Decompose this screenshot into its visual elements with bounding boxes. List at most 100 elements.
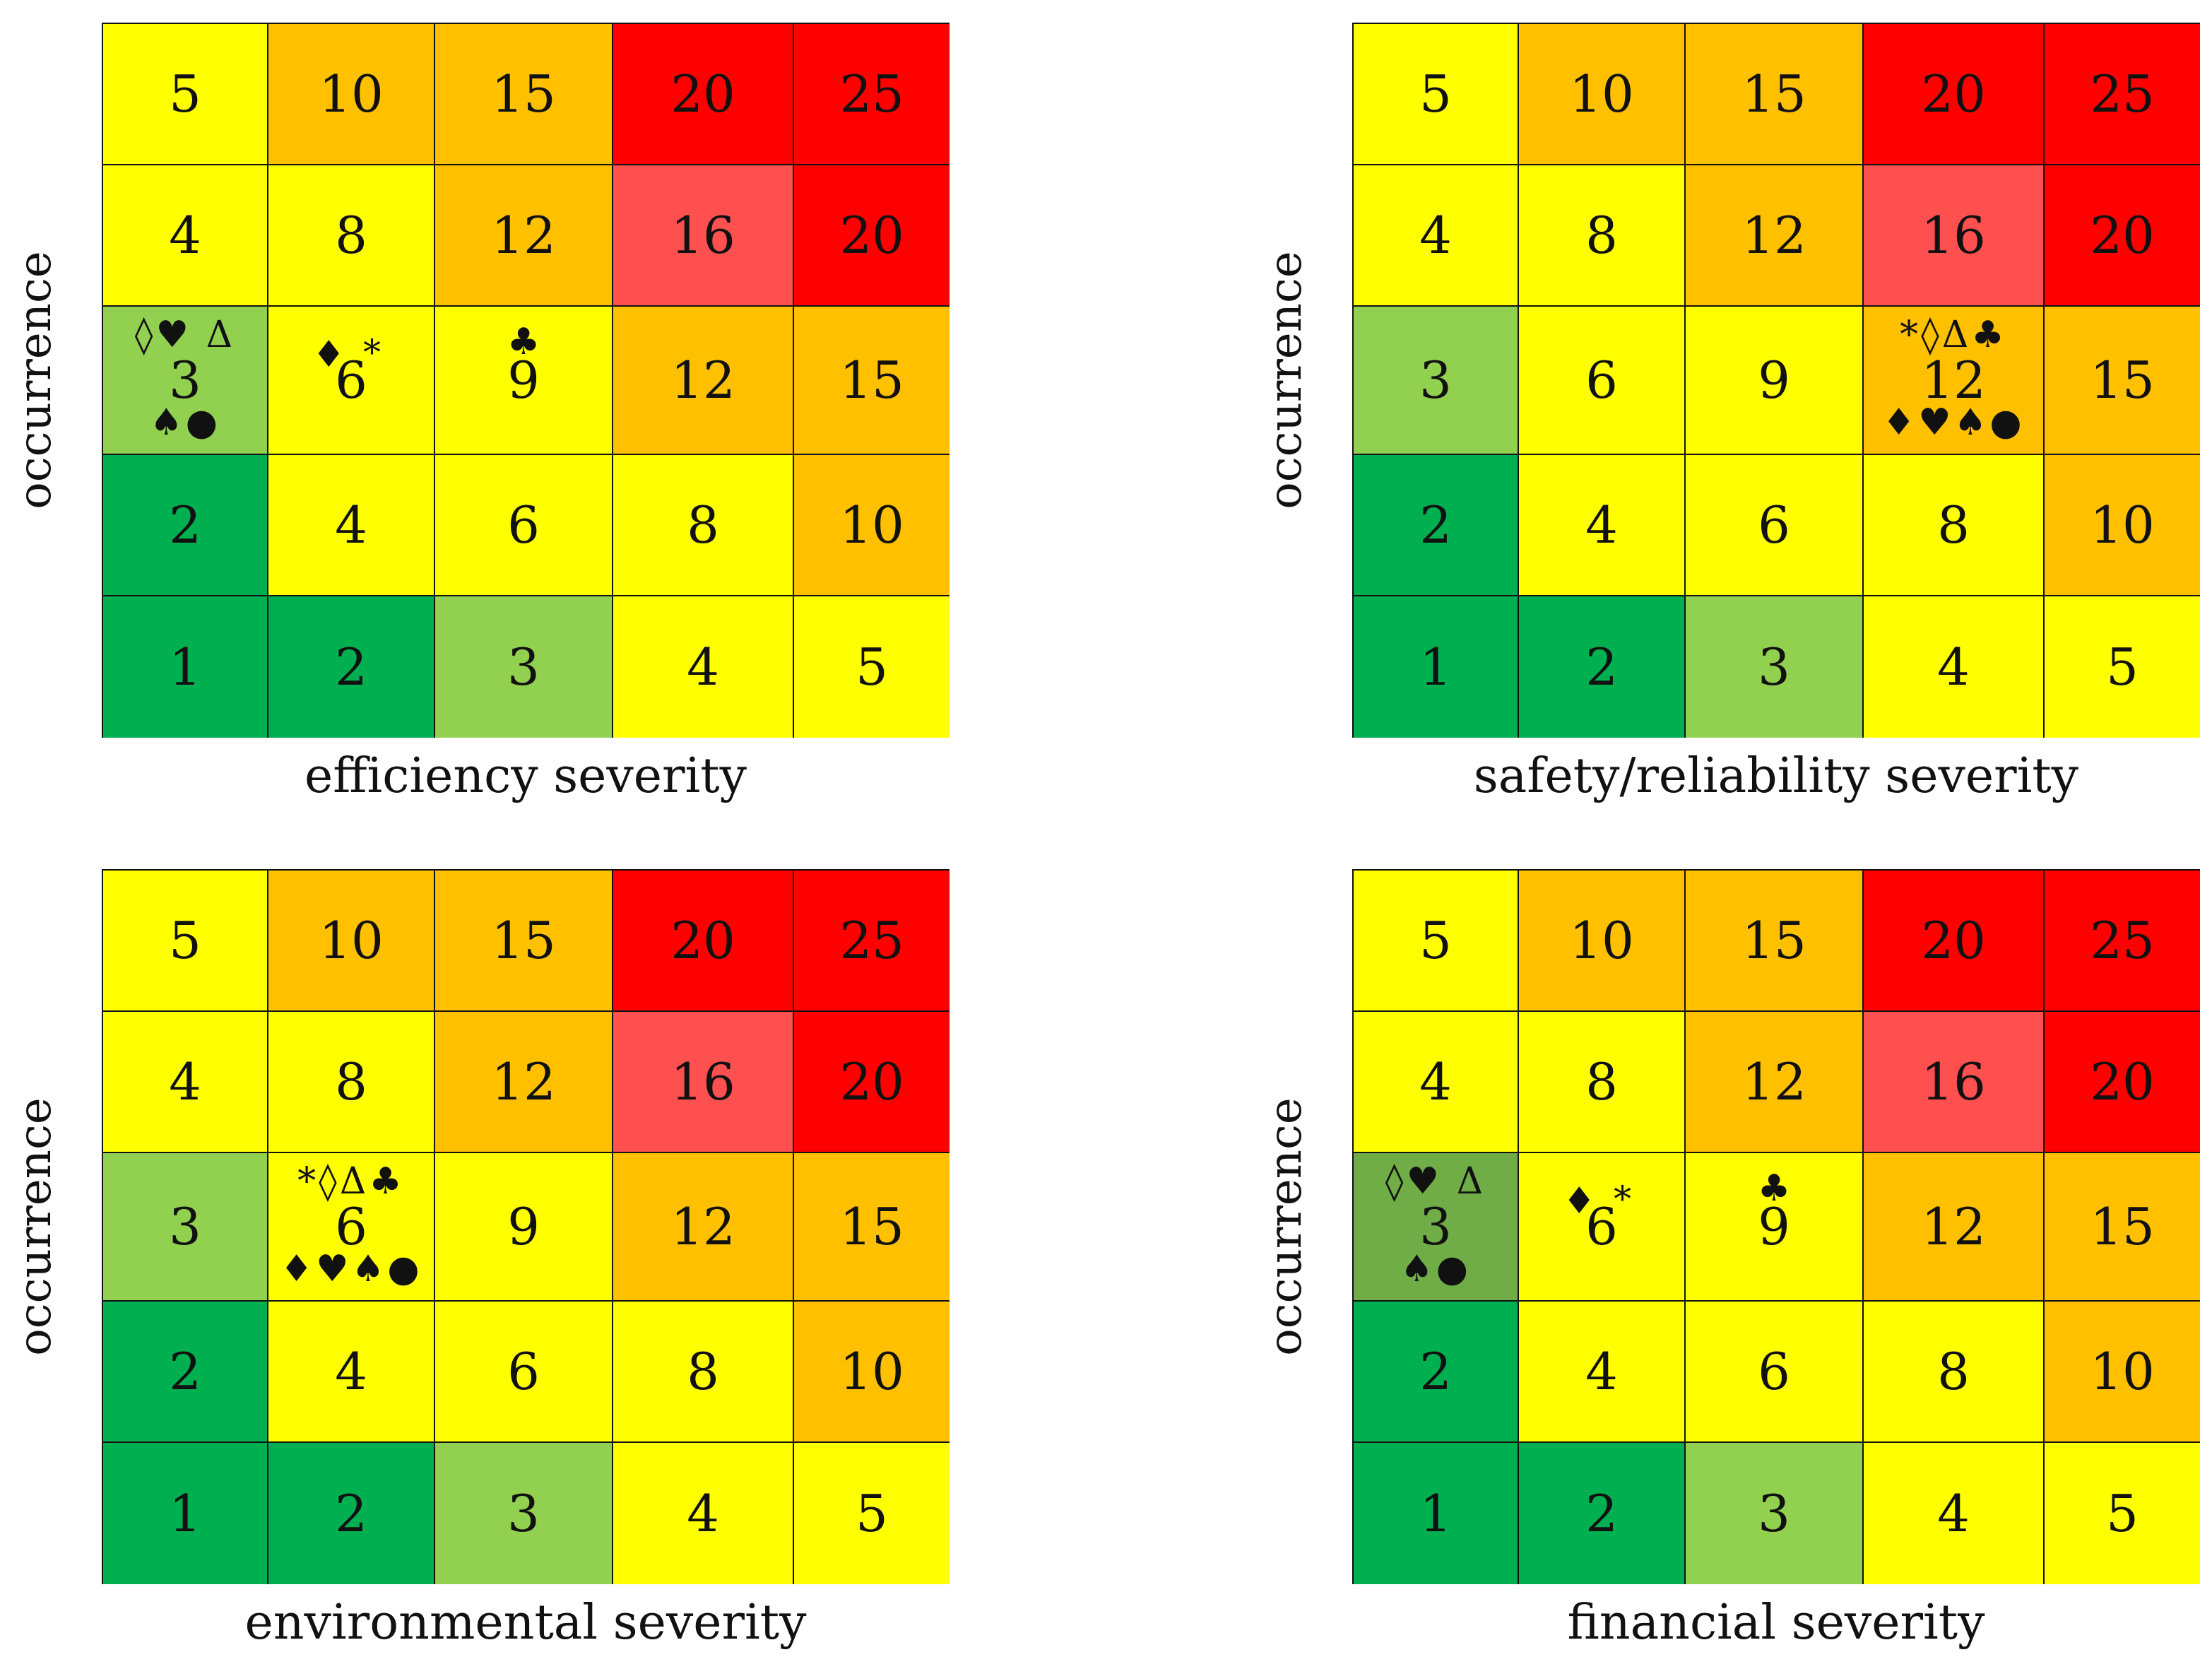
matrix-cell: 5 [1352,869,1518,1010]
matrix-cell: 25 [793,869,950,1010]
matrix-cell: 1 [102,595,267,738]
matrix-cell: 8 [612,1300,793,1441]
cell-value: 1 [169,1484,201,1543]
matrix-cell: 3 ◊♥ Δ ♠● [102,305,267,454]
cell-value: 3 [169,1197,201,1256]
matrix-cell: 6 [1518,305,1684,454]
matrix-cell: 3 [1684,1441,1862,1584]
cell-value: 12 [1741,206,1806,265]
cell-value: 15 [1741,64,1806,124]
matrix-cell: 12 [434,1010,612,1152]
matrix-cell: 20 [1862,23,2043,164]
cell-value: 5 [169,64,201,124]
cell-value: 3 [1419,350,1452,410]
cell-value: 2 [335,637,367,697]
cell-value: 3 [507,1484,540,1543]
risk-marker-symbols: ♣ [507,321,540,363]
risk-marker-symbols: * [1614,1179,1631,1220]
matrix-cell: 3 [434,595,612,738]
matrix-cell: 20 [612,869,793,1010]
cell-value: 16 [1921,1052,1986,1111]
cell-value: 20 [2090,1052,2155,1111]
cell-value: 1 [1419,637,1452,697]
matrix-cell: 3 [434,1441,612,1584]
matrix-grid: 5 10 15 20 25 4 8 12 16 20 3 6 *◊Δ♣ ♦♥♠● 9 12 15 2 4 6 8 10 1 2… [102,869,950,1584]
cell-value: 10 [839,1342,904,1401]
cell-value: 20 [2090,206,2155,265]
cell-value: 4 [1419,1052,1452,1111]
matrix-cell: 1 [102,1441,267,1584]
y-axis-label: occurrence [1260,251,1312,509]
matrix-grid: 5 10 15 20 25 4 8 12 16 20 3 ◊♥ Δ ♠● 6 ♦ * 9 ♣ 12 15 2 4 6 8 10 1… [1352,869,2200,1584]
cell-value: 2 [1585,1484,1618,1543]
x-axis-label: financial severity [1567,1595,1985,1651]
matrix-cell: 10 [2043,1300,2200,1441]
cell-value: 10 [1569,64,1634,124]
cell-value: 6 [1758,495,1790,555]
matrix-grid: 5 10 15 20 25 4 8 12 16 20 3 6 9 12 *◊Δ♣ ♦♥♠● 15 2 4 6 8 10 1 2… [1352,23,2200,738]
matrix-cell: 12 [1684,164,1862,305]
cell-value: 9 [1758,350,1790,410]
matrix-cell: 3 ◊♥ Δ ♠● [1352,1152,1518,1300]
matrix-cell: 3 [1352,305,1518,454]
matrix-cell: 8 [267,1010,434,1152]
cell-value: 8 [1585,206,1618,265]
cell-value: 3 [1758,1484,1790,1543]
matrix-cell: 6 *◊Δ♣ ♦♥♠● [267,1152,434,1300]
cell-value: 4 [1419,206,1452,265]
matrix-cell: 8 [267,164,434,305]
matrix-cell: 9 ♣ [1684,1152,1862,1300]
cell-value: 4 [1585,1342,1618,1401]
cell-value: 20 [1921,64,1986,124]
cell-value: 9 [507,350,540,410]
cell-value: 12 [670,350,735,410]
cell-value: 12 [1741,1052,1806,1111]
cell-value: 20 [1921,911,1986,970]
risk-marker-symbols: ♣ [1757,1167,1791,1210]
cell-value: 16 [1921,206,1986,265]
cell-value: 6 [1585,350,1618,410]
cell-value: 8 [687,1342,719,1401]
cell-value: 15 [2090,1197,2155,1256]
cell-value: 10 [319,911,384,970]
matrix-cell: 4 [267,454,434,595]
matrix-cell: 4 [1352,1010,1518,1152]
matrix-cell: 5 [102,869,267,1010]
matrix-cell: 20 [2043,1010,2200,1152]
cell-value: 6 [1585,1197,1618,1256]
cell-value: 15 [1741,911,1806,970]
cell-value: 4 [687,637,719,697]
matrix-cell: 25 [2043,869,2200,1010]
matrix-cell: 3 [1684,595,1862,738]
matrix-cell: 6 [434,1300,612,1441]
matrix-cell: 6 ♦ * [1518,1152,1684,1300]
matrix-cell: 6 [1684,454,1862,595]
matrix-cell: 20 [2043,164,2200,305]
matrix-cell: 15 [2043,1152,2200,1300]
cell-value: 5 [169,911,201,970]
cell-value: 3 [1758,637,1790,697]
risk-marker-symbols: * [363,332,381,373]
y-axis-label: occurrence [9,251,61,509]
cell-value: 8 [1937,495,1970,555]
cell-value: 2 [1585,637,1618,697]
cell-value: 12 [1921,350,1986,410]
matrix-cell: 5 [1352,23,1518,164]
cell-value: 8 [1585,1052,1618,1111]
matrix-cell: 3 [102,1152,267,1300]
matrix-cell: 10 [2043,454,2200,595]
matrix-cell: 9 ♣ [434,305,612,454]
cell-value: 25 [839,64,904,124]
cell-value: 4 [335,1342,367,1401]
risk-marker-symbols: ♦♥♠● [1882,401,2025,444]
cell-value: 5 [856,1484,888,1543]
matrix-cell: 20 [793,1010,950,1152]
matrix-cell: 10 [1518,869,1684,1010]
matrix-cell: 6 [1684,1300,1862,1441]
cell-value: 2 [1419,495,1452,555]
matrix-cell: 2 [1352,1300,1518,1441]
matrix-cell: 15 [434,869,612,1010]
cell-value: 8 [687,495,719,555]
matrix-cell: 1 [1352,1441,1518,1584]
matrix-cell: 2 [1518,1441,1684,1584]
